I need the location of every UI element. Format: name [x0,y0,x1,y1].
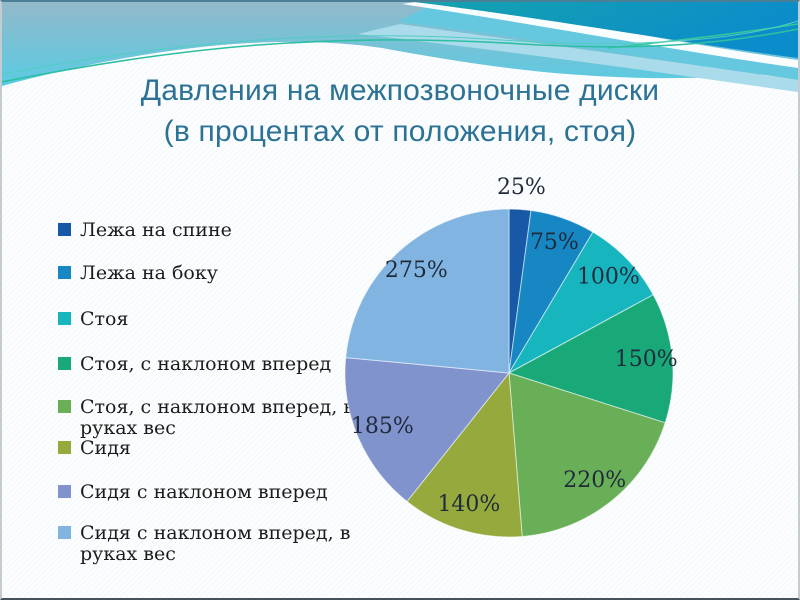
pie-slice-label-6: 140% [437,492,500,517]
legend-item-2: Лежа на боку [58,263,354,284]
pie-slice-label-1: 25% [497,175,546,200]
legend-swatch [58,223,71,236]
deco-accent-line-green [2,28,798,83]
pie-slice-3 [507,231,654,375]
pie-slice-label-2: 75% [530,230,579,255]
legend-label: Лежа на спине [80,219,232,241]
slide-title-line-1: Давления на межпозвоночные диски [140,74,660,107]
legend-swatch [58,312,71,325]
legend-swatch [58,526,71,539]
legend-item-1: Лежа на спине [58,220,354,241]
deco-accent-line-teal [2,20,798,75]
pie-slice-label-3: 100% [577,265,640,290]
legend-item-3: Стоя [58,309,354,330]
pie-slice-6 [406,371,523,538]
pie-slice-label-7: 185% [351,414,414,439]
legend-swatch [58,485,71,498]
legend-swatch [58,357,71,370]
pie-slice-label-5: 220% [563,468,626,493]
chart-legend: Лежа на спине Лежа на боку Стоя Стоя, с … [58,216,354,588]
deco-white-slash [402,2,798,68]
legend-item-7: Сидя с наклоном вперед [58,482,354,503]
legend-label: Стоя, с наклоном вперед [80,353,332,375]
pie-slice-label-8: 275% [385,258,448,283]
legend-item-6: Сидя [58,438,354,459]
legend-label: Стоя, с наклоном вперед, в руках вес [80,396,355,439]
pie-slice-label-4: 150% [615,347,678,372]
pie-slice-8 [345,208,510,374]
top-wave-decoration [2,2,798,92]
legend-item-8: Сидя с наклоном вперед, в руках вес [58,523,354,565]
pie-slice-7 [344,357,510,503]
slide-title: Давления на межпозвоночные диски (в проц… [2,70,798,152]
pie-slice-4 [507,294,674,424]
legend-label: Сидя с наклоном вперед [80,481,328,503]
pie-slice-5 [508,372,666,538]
legend-label: Сидя [80,437,131,459]
legend-label: Стоя [80,308,129,330]
legend-swatch [58,266,71,279]
legend-item-5: Стоя, с наклоном вперед, в руках вес [58,397,354,439]
legend-swatch [58,400,71,413]
legend-label: Сидя с наклоном вперед, в руках вес [80,522,351,565]
slide-title-line-2: (в процентах от положения, стоя) [163,115,637,148]
legend-label: Лежа на боку [80,262,218,284]
deco-dark-swoosh [414,2,798,58]
deco-mid-band [398,6,798,80]
deco-accent-line-dark [607,23,798,49]
legend-item-4: Стоя, с наклоном вперед [58,354,354,375]
legend-swatch [58,441,71,454]
